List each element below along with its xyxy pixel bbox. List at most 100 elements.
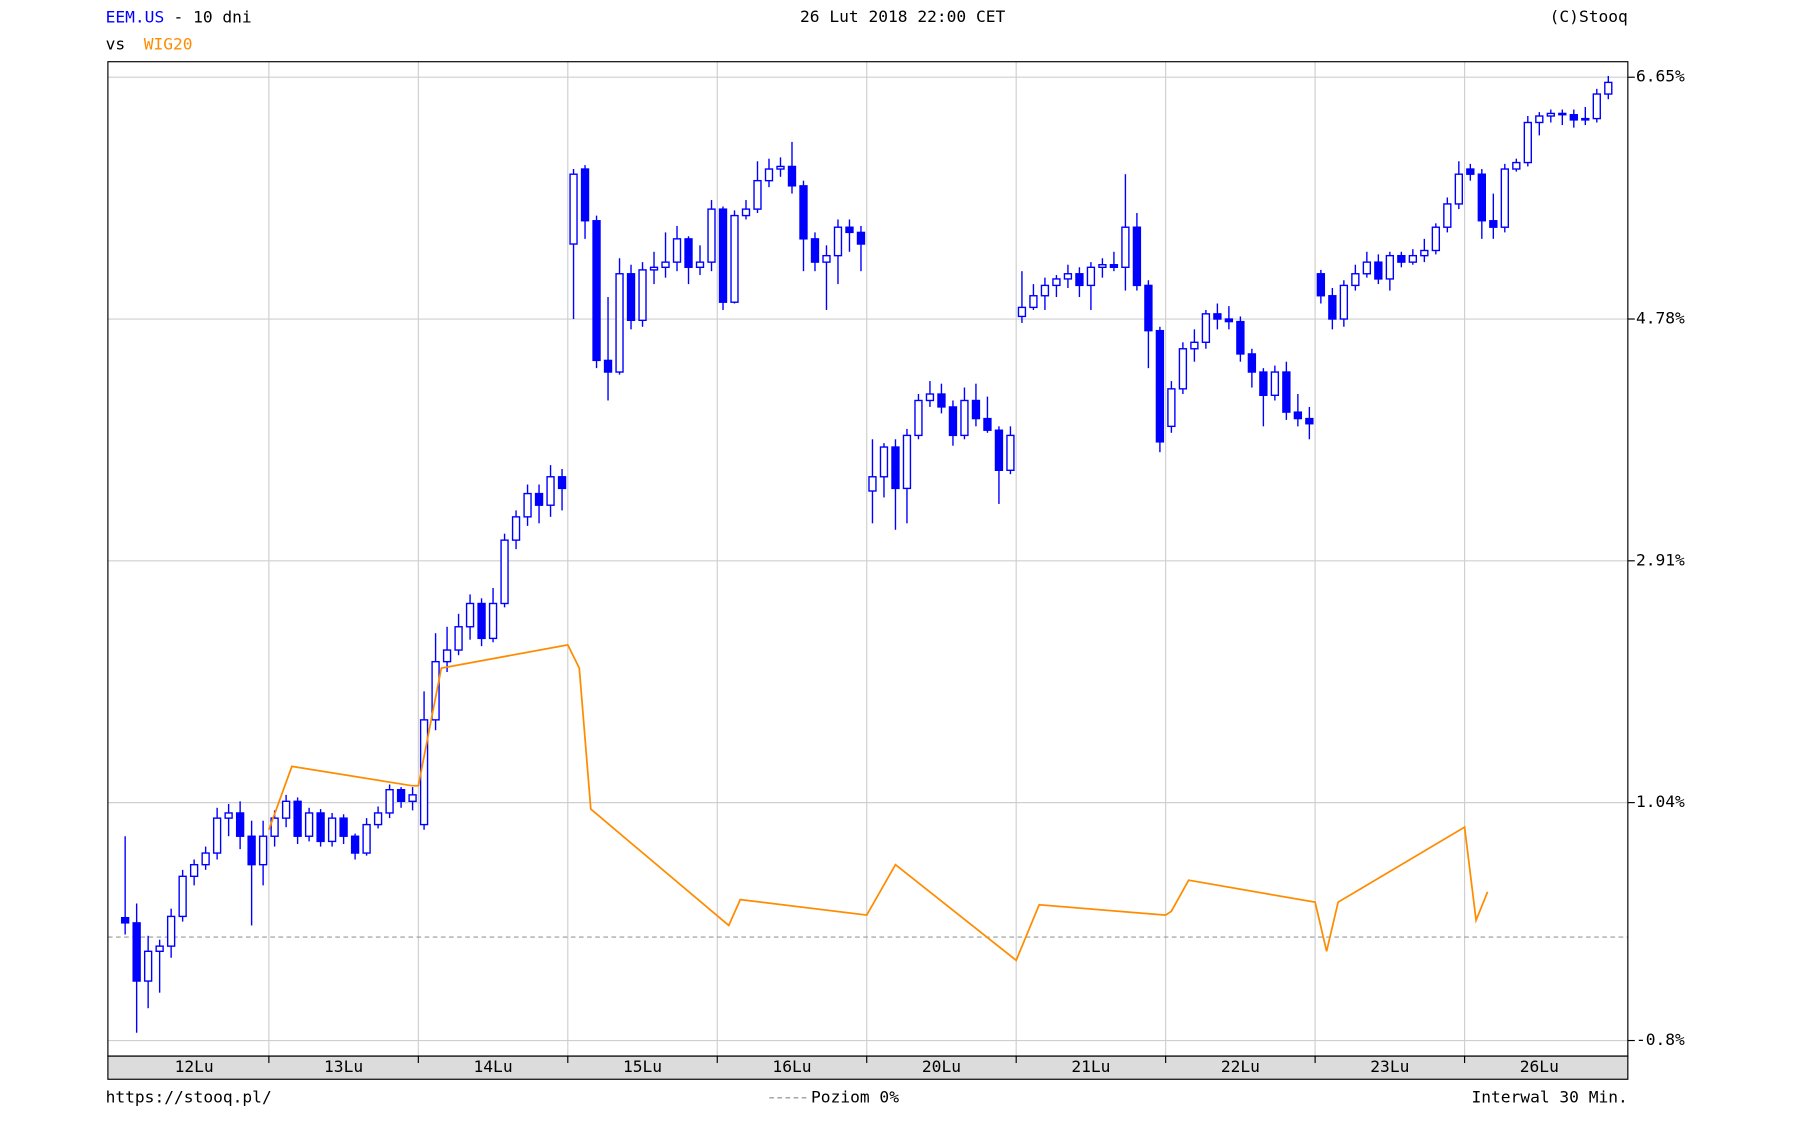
- candle-body: [1397, 254, 1406, 263]
- compare: vs WIG20: [106, 34, 193, 53]
- candle-body: [1236, 320, 1245, 355]
- candle-body: [707, 208, 716, 263]
- interval: Interwal 30 Min.: [1471, 1087, 1627, 1106]
- candle-body: [442, 649, 452, 663]
- candle-body: [1282, 371, 1291, 413]
- source: https://stooq.pl/: [106, 1087, 272, 1106]
- candle-body: [212, 817, 222, 854]
- candle-body: [1569, 114, 1578, 121]
- candle-body: [155, 945, 164, 953]
- candle-body: [1362, 261, 1372, 275]
- candle-body: [511, 516, 521, 541]
- candle-body: [201, 852, 210, 866]
- candle-body: [1374, 261, 1383, 280]
- candle-body: [1040, 284, 1050, 297]
- candle-body: [1247, 353, 1257, 373]
- y-tick-label: 4.78%: [1636, 309, 1685, 328]
- candle-body: [534, 492, 544, 506]
- candle-body: [1604, 81, 1613, 95]
- x-tick-label: 16Lu: [772, 1057, 811, 1076]
- compare-prefix: vs: [106, 34, 126, 53]
- candle-body: [1443, 203, 1452, 228]
- candle-body: [1017, 306, 1027, 318]
- candle-body: [396, 788, 406, 803]
- candle-body: [235, 812, 245, 837]
- copyright: (C)Stooq: [1550, 7, 1628, 26]
- candle-body: [1167, 388, 1176, 428]
- candle-body: [1098, 264, 1107, 268]
- candle-body: [247, 835, 256, 866]
- candle-body: [1523, 121, 1532, 164]
- candle-body: [557, 476, 567, 490]
- chart-title: EEM.US - 10 dni: [106, 7, 252, 26]
- candle-body: [258, 835, 268, 866]
- x-tick-label: 15Lu: [623, 1057, 662, 1076]
- candle-body: [603, 359, 613, 373]
- candle-body: [1213, 313, 1222, 320]
- plot-frame: [107, 61, 1629, 1057]
- x-tick-label: 12Lu: [175, 1057, 214, 1076]
- x-tick-label: 26Lu: [1520, 1057, 1559, 1076]
- candle-body: [166, 915, 176, 947]
- candle-body: [868, 476, 877, 492]
- candle-body: [1075, 273, 1084, 287]
- candle-body: [764, 168, 774, 182]
- candle-body: [1385, 254, 1395, 280]
- candle-body: [753, 179, 762, 210]
- candle-body: [408, 794, 417, 803]
- candle-body: [879, 446, 889, 478]
- candle-body: [1224, 318, 1234, 323]
- series-name: WIG20: [144, 34, 193, 53]
- candle-body: [787, 165, 797, 187]
- candle-body: [1454, 173, 1464, 205]
- candle-body: [983, 417, 992, 431]
- candle-body: [1270, 371, 1280, 397]
- candle-body: [649, 266, 659, 271]
- candle-body: [500, 539, 509, 605]
- candle-body: [776, 165, 785, 170]
- candle-body: [523, 492, 532, 518]
- candle-body: [902, 434, 912, 490]
- candle-body: [1052, 278, 1061, 287]
- candle-body: [1546, 112, 1555, 117]
- candle-body: [661, 261, 670, 268]
- candle-body: [189, 863, 199, 878]
- candle-body: [132, 922, 141, 982]
- candle-body: [1500, 168, 1509, 228]
- y-tick-label: 2.91%: [1636, 550, 1685, 569]
- y-tick-label: 6.65%: [1636, 67, 1685, 86]
- candle-body: [925, 393, 935, 402]
- candle-body: [730, 214, 739, 303]
- candle-body: [1121, 226, 1130, 268]
- x-tick-label: 22Lu: [1221, 1057, 1260, 1076]
- candles: [120, 75, 1613, 1033]
- x-tick-label: 14Lu: [474, 1057, 513, 1076]
- candle-body: [1155, 329, 1165, 443]
- candle-body: [1581, 117, 1590, 121]
- candle-body: [937, 393, 946, 408]
- x-tick-label: 21Lu: [1071, 1057, 1110, 1076]
- candle-body: [971, 399, 981, 420]
- candle-body: [1328, 295, 1337, 320]
- candle-body: [488, 602, 498, 640]
- candle-body: [293, 800, 302, 837]
- candle-body: [1477, 173, 1487, 222]
- candle-body: [994, 429, 1004, 472]
- candle-body: [316, 812, 325, 843]
- y-tick-label: 1.04%: [1636, 792, 1685, 811]
- candle-body: [626, 273, 636, 322]
- candle-body: [799, 185, 808, 240]
- candle-body: [143, 950, 153, 982]
- candle-body: [580, 168, 590, 222]
- candle-body: [695, 261, 705, 268]
- period: - 10 dni: [174, 7, 252, 26]
- candle-body: [810, 238, 820, 263]
- candle-body: [281, 800, 291, 819]
- candle-body: [477, 602, 486, 640]
- candle-body: [1489, 220, 1498, 228]
- reference-label: Poziom 0%: [811, 1087, 899, 1106]
- candle-body: [327, 817, 337, 843]
- candle-body: [856, 231, 866, 245]
- candle-body: [431, 660, 440, 721]
- candle-body: [638, 269, 647, 322]
